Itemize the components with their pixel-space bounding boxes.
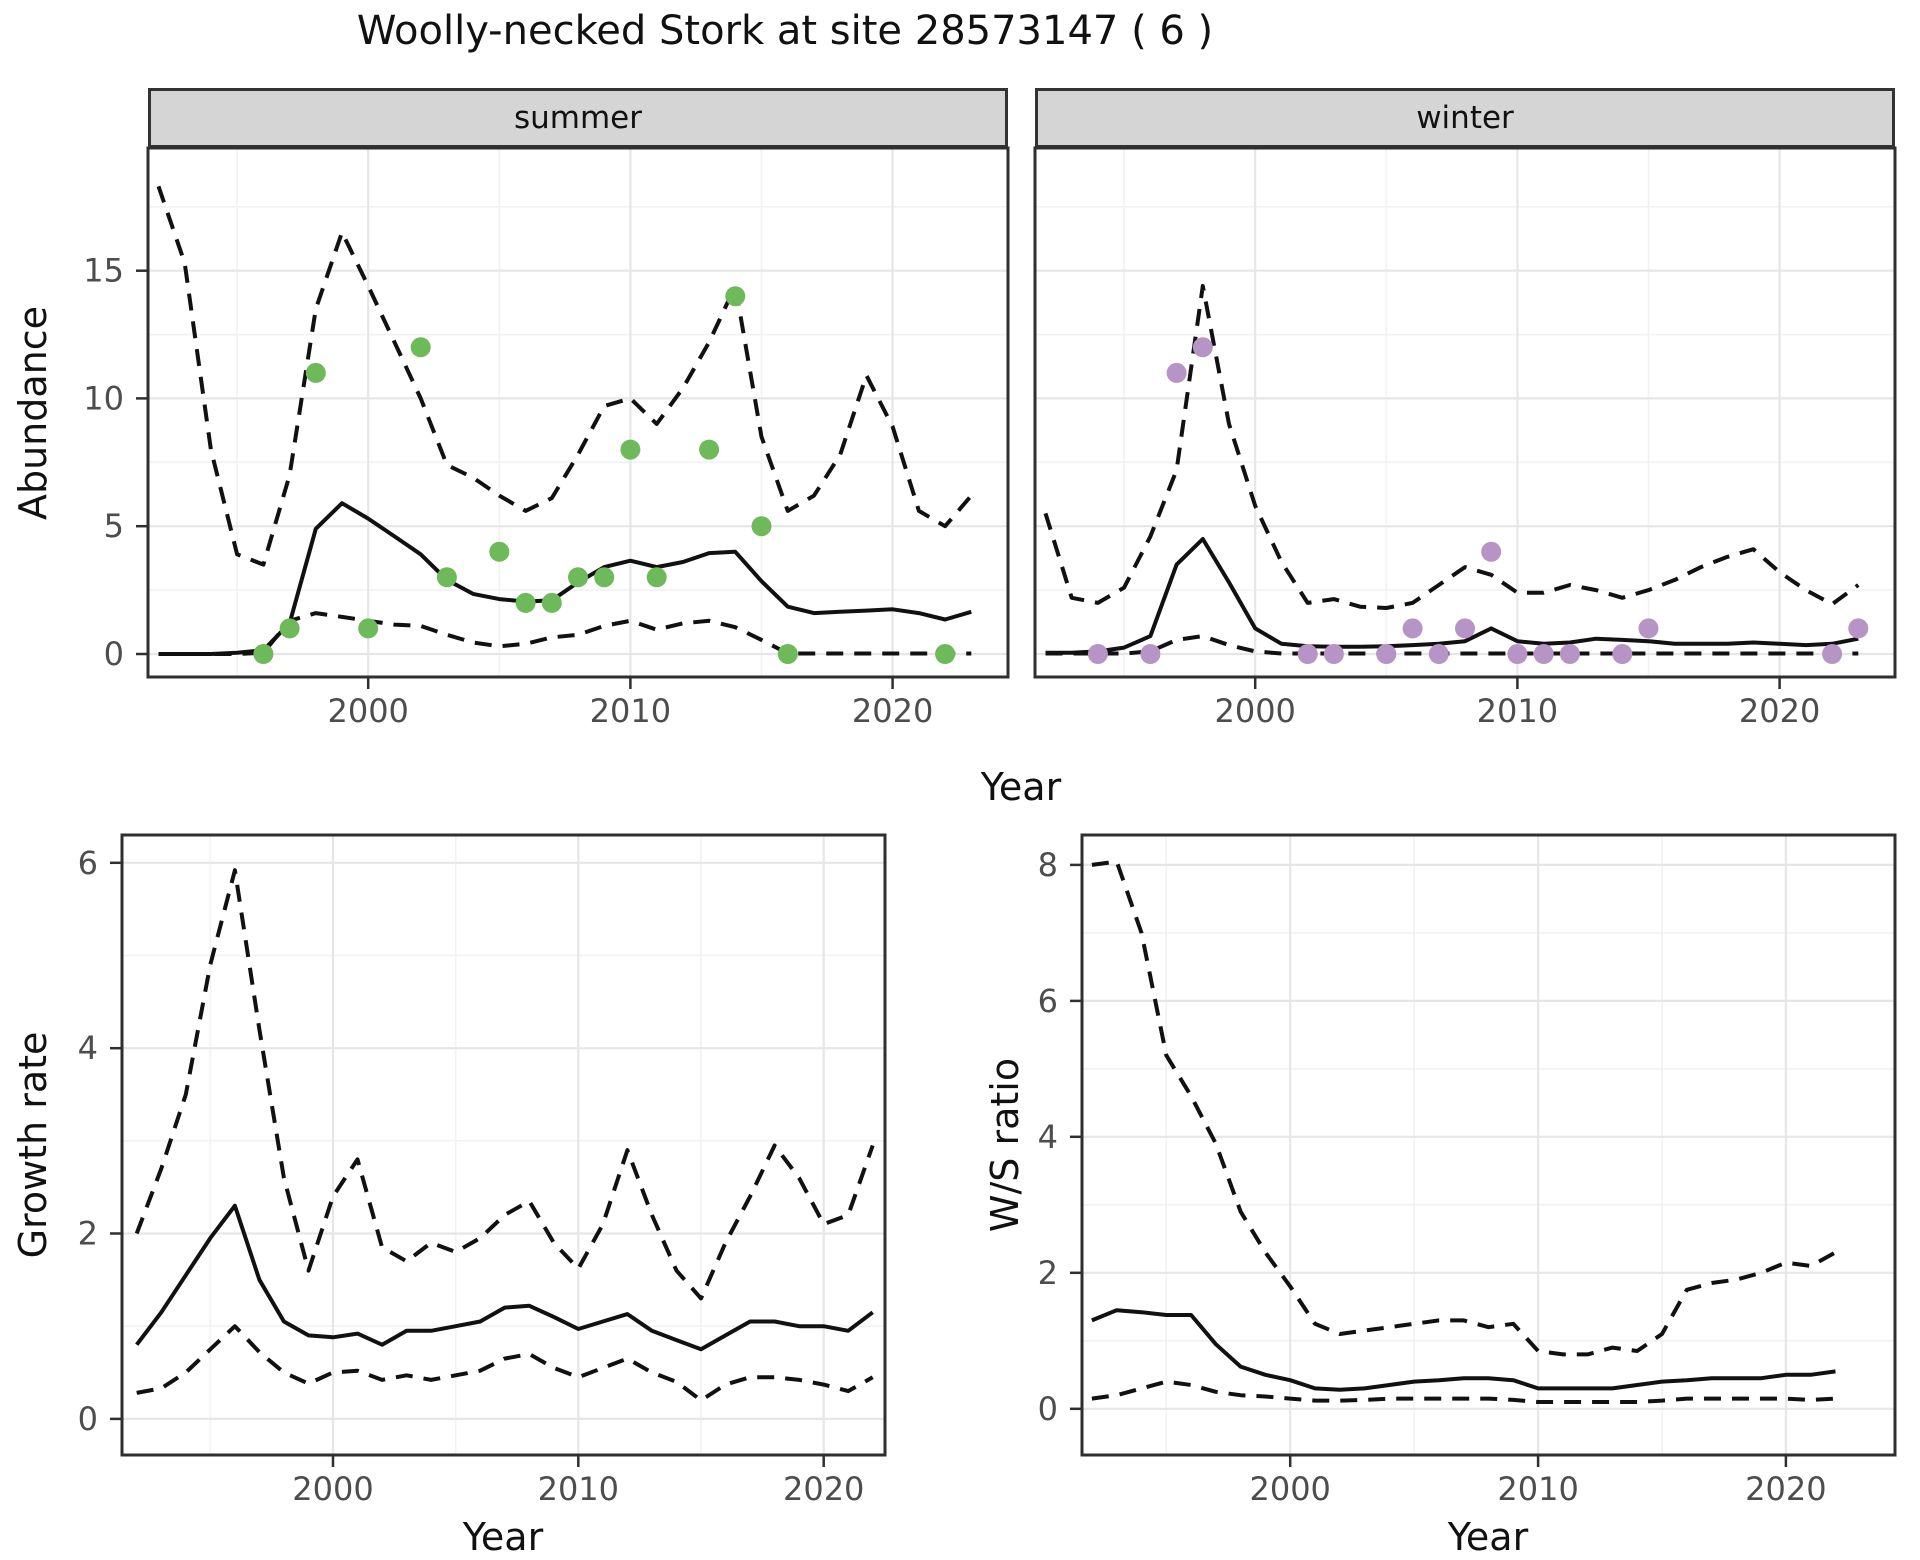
abundance-winter-observation-point	[1140, 644, 1161, 664]
abundance-summer-observation-point	[699, 439, 720, 460]
abundance-summer-observation-point	[253, 644, 274, 664]
abundance-summer-observation-point	[489, 541, 510, 562]
growth-rate-upper_ci-line	[134, 868, 875, 1301]
x-axis-title-year-growth: Year	[462, 1515, 544, 1559]
abundance-summer-observation-point	[305, 362, 326, 383]
x-tick-label: 2020	[783, 1470, 864, 1508]
abundance-winter-lower_ci-line	[1045, 634, 1859, 656]
panel-border	[120, 833, 887, 1457]
x-axis-title-year-ws: Year	[1447, 1515, 1529, 1559]
y-tick-label: 6	[1038, 982, 1058, 1020]
facet-strip-summer-label: summer	[513, 100, 642, 136]
panel-abundance-summer: 2000 2010 2020 0 5 10 15	[83, 146, 1010, 730]
x-tick-label: 2010	[1497, 1470, 1578, 1508]
abundance-winter-observation-point	[1822, 644, 1843, 664]
x-tick-label: 2000	[292, 1470, 373, 1508]
facet-strip-winter: winter	[1035, 88, 1895, 148]
x-tick-label: 2020	[1739, 692, 1820, 730]
abundance-winter-observation-point	[1533, 644, 1554, 664]
y-tick-label: 15	[83, 252, 124, 290]
abundance-winter-observation-point	[1297, 644, 1318, 664]
y-tick-label: 5	[104, 507, 124, 545]
panel-growth-rate: 2000 2010 2020 0 2 4 6	[78, 833, 887, 1508]
x-tick-label: 2010	[1477, 692, 1558, 730]
abundance-winter-observation-point	[1612, 644, 1633, 664]
x-tick-label: 2010	[590, 692, 671, 730]
y-tick-label: 10	[83, 379, 124, 417]
abundance-winter-observation-point	[1481, 541, 1502, 562]
abundance-summer-observation-point	[725, 286, 746, 307]
facet-strip-summer: summer	[148, 88, 1008, 148]
abundance-winter-observation-point	[1192, 337, 1213, 358]
abundance-winter-observation-point	[1559, 644, 1580, 664]
x-tick-label: 2020	[1745, 1470, 1826, 1508]
ws-ratio-upper_ci-line	[1091, 859, 1837, 1357]
abundance-winter-mean-line	[1045, 537, 1859, 655]
abundance-summer-mean-line	[158, 501, 972, 656]
abundance-summer-observation-point	[935, 644, 956, 664]
x-tick-label: 2000	[1214, 692, 1295, 730]
y-tick-label: 0	[104, 635, 124, 673]
abundance-winter-observation-point	[1402, 618, 1423, 639]
x-tick-label: 2010	[538, 1470, 619, 1508]
growth-rate-lower_ci-line	[136, 1324, 874, 1403]
y-tick-label: 4	[78, 1029, 98, 1067]
abundance-winter-observation-point	[1455, 618, 1475, 639]
panel-border	[1033, 146, 1897, 679]
abundance-summer-observation-point	[436, 567, 457, 588]
y-tick-label: 0	[78, 1400, 98, 1438]
panel-abundance-winter: 2000 2010 2020	[1033, 146, 1897, 730]
abundance-winter-observation-point	[1376, 644, 1397, 664]
abundance-summer-observation-point	[594, 567, 615, 588]
figure-title: Woolly-necked Stork at site 28573147 ( 6…	[356, 8, 1214, 54]
x-axis-title-year-top: Year	[980, 765, 1062, 809]
abundance-winter-upper_ci-line	[1043, 284, 1860, 610]
abundance-winter-observation-point	[1507, 644, 1528, 664]
abundance-summer-observation-point	[515, 592, 536, 613]
panel-ws-ratio: 2000 2010 2020 0 2 4 6 8	[1038, 833, 1897, 1508]
panel-border	[1080, 833, 1897, 1457]
y-tick-label: 0	[1038, 1390, 1058, 1428]
y-tick-label: 8	[1038, 846, 1058, 884]
abundance-winter-observation-point	[1166, 362, 1187, 383]
y-tick-label: 2	[1038, 1254, 1058, 1292]
y-tick-label: 2	[78, 1215, 98, 1253]
abundance-summer-observation-point	[541, 592, 562, 613]
x-tick-label: 2020	[852, 692, 933, 730]
abundance-summer-observation-point	[777, 644, 798, 664]
x-tick-label: 2000	[1249, 1470, 1330, 1508]
x-tick-label: 2000	[327, 692, 408, 730]
abundance-summer-upper_ci-line	[156, 185, 973, 567]
ws-ratio-mean-line	[1091, 1308, 1836, 1392]
abundance-winter-observation-point	[1848, 618, 1869, 639]
abundance-summer-observation-point	[568, 567, 588, 588]
y-tick-label: 4	[1038, 1118, 1058, 1156]
growth-rate-mean-line	[135, 1203, 874, 1352]
facet-strip-winter-label: winter	[1416, 100, 1514, 136]
abundance-summer-observation-point	[358, 618, 379, 639]
abundance-winter-observation-point	[1087, 644, 1108, 664]
abundance-summer-observation-point	[751, 516, 772, 537]
abundance-winter-observation-point	[1638, 618, 1659, 639]
abundance-summer-observation-point	[410, 337, 431, 358]
abundance-summer-observation-point	[620, 439, 641, 460]
abundance-winter-observation-point	[1428, 644, 1449, 664]
abundance-summer-observation-point	[646, 567, 667, 588]
abundance-summer-observation-point	[279, 618, 300, 639]
abundance-winter-observation-point	[1323, 644, 1344, 664]
ws-ratio-lower_ci-line	[1091, 1379, 1836, 1404]
panel-border	[146, 146, 1010, 679]
y-tick-label: 6	[78, 844, 98, 882]
